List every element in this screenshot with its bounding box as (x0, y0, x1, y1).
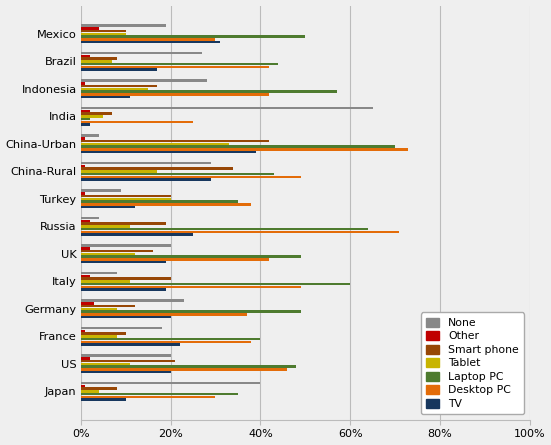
Bar (81, 371, 171, 373)
Bar (81, 96, 130, 98)
Bar (81, 151, 256, 154)
Bar (81, 121, 193, 123)
Bar (81, 63, 278, 65)
Bar (81, 65, 269, 68)
Bar (81, 140, 269, 142)
Bar (81, 250, 153, 252)
Bar (81, 247, 90, 250)
Bar (81, 142, 229, 145)
Bar (81, 167, 234, 170)
Bar (81, 93, 269, 96)
Bar (81, 307, 117, 310)
Bar (81, 253, 134, 255)
Bar (81, 310, 301, 313)
Bar (81, 244, 171, 247)
Bar (81, 112, 112, 115)
Bar (81, 286, 301, 288)
Bar (81, 176, 301, 178)
Bar (81, 272, 117, 275)
Bar (81, 275, 90, 277)
Bar (81, 189, 121, 192)
Bar (81, 225, 130, 228)
Bar (81, 36, 305, 38)
Bar (81, 354, 171, 357)
Bar (81, 255, 301, 258)
Bar (81, 57, 117, 60)
Bar (81, 118, 90, 121)
Bar (81, 82, 85, 85)
Bar (81, 365, 296, 368)
Bar (81, 357, 90, 360)
Bar (81, 305, 134, 307)
Bar (81, 302, 94, 305)
Bar (81, 32, 126, 35)
Bar (81, 146, 395, 148)
Bar (81, 360, 175, 362)
Bar (81, 288, 166, 291)
Bar (81, 123, 90, 126)
Bar (81, 137, 85, 140)
Bar (81, 41, 220, 44)
Bar (81, 327, 161, 329)
Bar (81, 165, 85, 167)
Bar (81, 363, 130, 365)
Bar (81, 192, 85, 195)
Bar (81, 228, 368, 231)
Bar (81, 398, 126, 401)
Bar (81, 330, 85, 332)
Bar (81, 88, 148, 90)
Bar (81, 60, 112, 63)
Bar (81, 69, 157, 71)
Bar (81, 338, 261, 340)
Bar (81, 387, 117, 390)
Bar (81, 55, 90, 57)
Bar (81, 217, 99, 219)
Bar (81, 233, 193, 236)
Bar (81, 222, 166, 225)
Bar (81, 79, 207, 82)
Bar (81, 85, 157, 88)
Bar (81, 178, 211, 181)
Bar (81, 231, 399, 233)
Bar (81, 30, 126, 32)
Bar (81, 134, 99, 137)
Bar (81, 200, 238, 203)
Bar (81, 280, 130, 283)
Bar (81, 258, 269, 261)
Bar (81, 206, 134, 208)
Bar (81, 299, 184, 302)
Bar (81, 396, 215, 398)
Bar (81, 148, 408, 151)
Bar (81, 368, 287, 371)
Bar (81, 393, 238, 396)
Bar (81, 332, 126, 335)
Bar (81, 24, 166, 27)
Bar (81, 283, 350, 285)
Bar (81, 162, 211, 165)
Bar (81, 198, 171, 200)
Bar (81, 170, 157, 173)
Bar (81, 90, 337, 93)
Bar (81, 340, 251, 343)
Bar (81, 107, 372, 109)
Bar (81, 335, 117, 338)
Bar (81, 277, 171, 280)
Bar (81, 313, 247, 316)
Bar (81, 195, 171, 198)
Legend: None, Other, Smart phone, Tablet, Laptop PC, Desktop PC, TV: None, Other, Smart phone, Tablet, Laptop… (421, 312, 524, 414)
Bar (81, 27, 99, 30)
Bar (81, 38, 215, 41)
Bar (81, 219, 90, 222)
Bar (81, 343, 180, 346)
Bar (81, 173, 274, 175)
Bar (81, 384, 85, 387)
Bar (81, 115, 103, 118)
Bar (81, 261, 166, 263)
Bar (81, 52, 202, 54)
Bar (81, 203, 251, 206)
Bar (81, 316, 171, 319)
Bar (81, 109, 90, 112)
Bar (81, 382, 261, 384)
Bar (81, 390, 99, 392)
